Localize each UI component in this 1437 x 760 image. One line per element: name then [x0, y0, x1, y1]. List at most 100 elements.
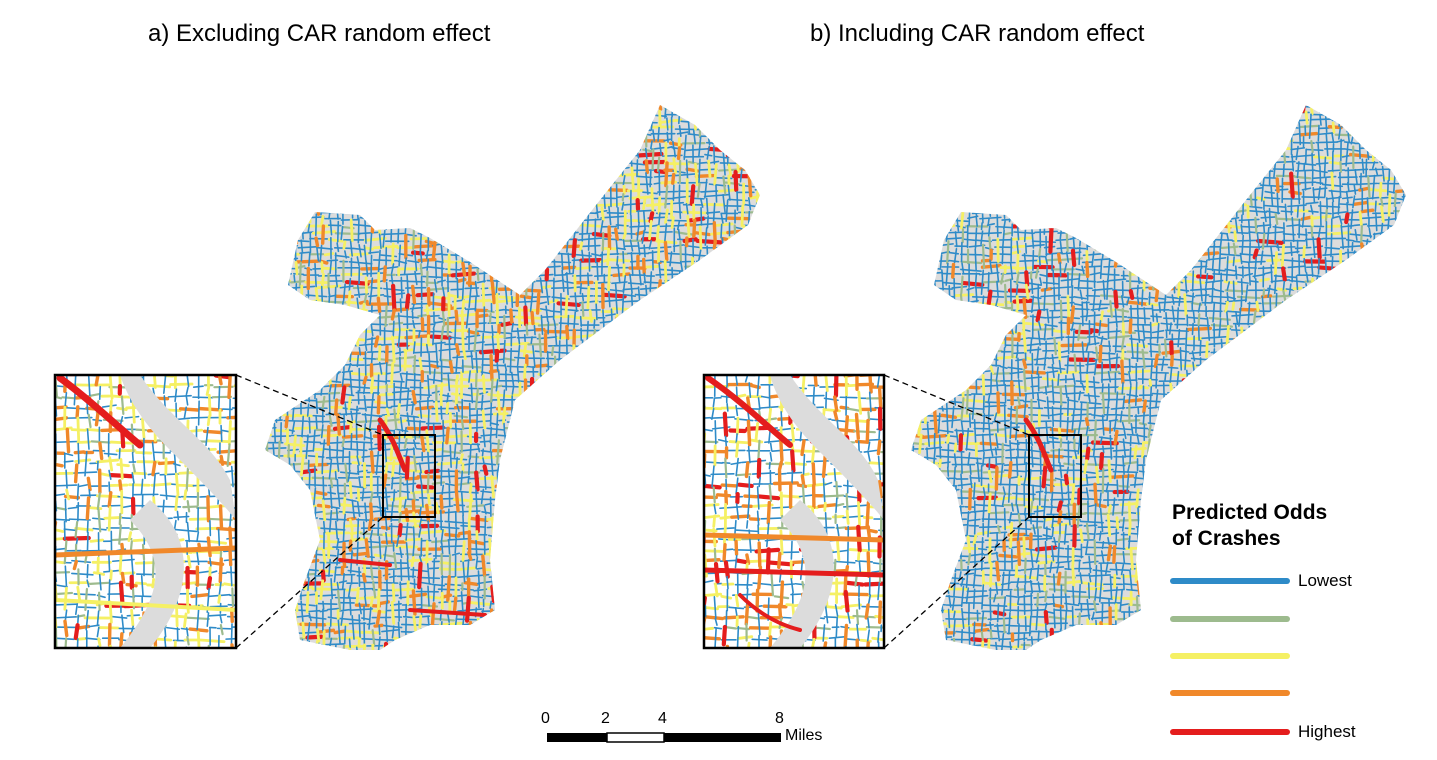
- road-segment: [691, 320, 714, 324]
- road-segment: [534, 350, 554, 354]
- road-segment: [599, 581, 608, 586]
- road-segment: [390, 274, 394, 285]
- road-segment: [282, 273, 293, 276]
- road-segment: [355, 586, 360, 604]
- road-segment: [574, 414, 577, 430]
- road-segment: [595, 105, 611, 108]
- road-segment: [286, 473, 291, 500]
- road-segment: [744, 127, 755, 131]
- road-segment: [659, 142, 663, 156]
- road-segment: [453, 443, 457, 459]
- road-segment: [496, 119, 502, 138]
- road-segment: [738, 292, 750, 299]
- road-segment: [365, 379, 387, 383]
- road-segment: [707, 146, 728, 153]
- road-segment: [648, 475, 663, 479]
- road-segment: [399, 581, 402, 600]
- road-segment: [553, 351, 564, 354]
- road-segment: [641, 325, 647, 341]
- road-segment: [363, 109, 367, 133]
- road-segment: [278, 138, 284, 151]
- road-segment: [348, 261, 373, 265]
- road-segment: [641, 383, 645, 399]
- road-segment: [446, 177, 471, 181]
- road-segment: [686, 595, 706, 598]
- road-segment: [427, 146, 430, 155]
- road-segment: [622, 382, 646, 387]
- road-segment: [689, 184, 696, 207]
- road-segment: [488, 575, 497, 578]
- road-segment: [689, 118, 711, 123]
- road-segment: [678, 327, 682, 346]
- road-segment: [300, 105, 304, 115]
- road-segment: [382, 473, 388, 489]
- road-segment: [490, 643, 499, 647]
- road-segment: [636, 159, 639, 178]
- road-segment: [265, 110, 273, 114]
- road-segment: [368, 309, 380, 312]
- road-segment: [584, 608, 603, 612]
- road-segment: [403, 438, 408, 449]
- road-segment: [390, 263, 395, 275]
- road-segment: [336, 538, 340, 550]
- road-segment: [650, 463, 653, 482]
- road-segment: [580, 175, 608, 181]
- road-segment: [377, 143, 381, 158]
- road-segment: [342, 283, 346, 302]
- road-segment: [663, 301, 666, 319]
- road-segment: [486, 427, 506, 431]
- road-segment: [508, 197, 531, 201]
- road-segment: [747, 344, 751, 354]
- road-segment: [289, 384, 315, 388]
- road-segment: [369, 431, 373, 452]
- road-segment: [315, 428, 336, 432]
- road-segment: [271, 504, 296, 508]
- road-segment: [705, 303, 711, 327]
- road-segment: [286, 466, 290, 475]
- road-segment: [683, 337, 702, 341]
- road-segment: [298, 390, 308, 394]
- road-segment: [457, 155, 478, 158]
- road-segment: [467, 108, 471, 117]
- road-segment: [400, 630, 424, 634]
- road-segment: [420, 121, 430, 125]
- road-segment: [539, 134, 543, 158]
- road-segment: [560, 308, 579, 312]
- road-segment: [494, 348, 500, 363]
- road-segment: [349, 124, 353, 149]
- road-segment: [425, 250, 429, 260]
- road-segment: [672, 184, 675, 202]
- road-segment: [382, 229, 386, 248]
- road-segment: [336, 111, 356, 116]
- road-segment: [614, 118, 636, 122]
- road-segment: [398, 475, 402, 499]
- road-segment: [507, 474, 512, 493]
- road-segment: [666, 588, 682, 592]
- road-segment: [561, 352, 577, 355]
- road-segment: [273, 393, 278, 409]
- road-segment: [495, 379, 499, 392]
- road-segment: [586, 595, 591, 616]
- road-segment: [389, 188, 406, 194]
- road-segment: [521, 594, 544, 599]
- road-segment: [637, 115, 640, 125]
- road-segment: [446, 171, 451, 182]
- road-segment: [694, 222, 716, 226]
- road-segment: [680, 303, 684, 329]
- road-segment: [412, 511, 417, 528]
- road-segment: [309, 392, 329, 395]
- road-segment: [589, 125, 605, 130]
- road-segment: [401, 169, 422, 174]
- road-segment: [581, 355, 601, 360]
- road-segment: [495, 453, 519, 458]
- road-segment: [541, 230, 557, 234]
- road-segment: [384, 305, 388, 328]
- road-segment: [337, 491, 341, 508]
- road-segment: [670, 323, 694, 327]
- road-segment: [265, 344, 285, 348]
- road-segment: [294, 282, 298, 297]
- road-segment: [670, 326, 675, 341]
- road-segment: [588, 417, 592, 437]
- road-segment: [510, 243, 513, 263]
- road-segment: [312, 429, 316, 452]
